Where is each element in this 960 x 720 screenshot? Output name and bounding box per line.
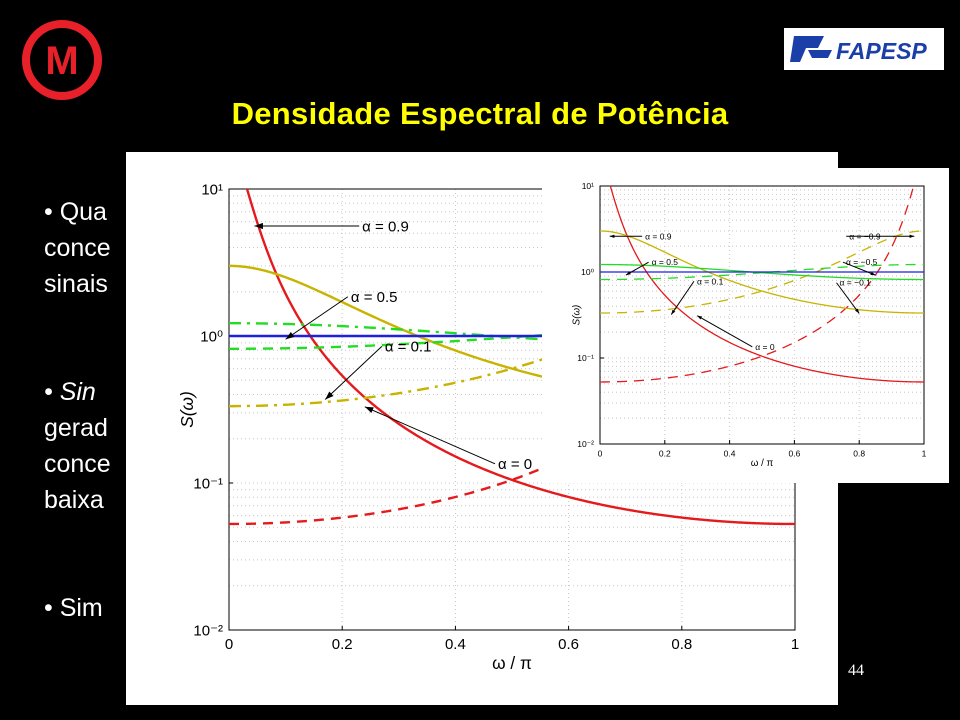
inset-psd-plot: 0 0.2 0.4 0.6 0.8 1 10⁻² 10⁻¹ 10⁰ 10¹ ω / π S(ω) α =… bbox=[542, 168, 949, 483]
annotation-label: α = 0.1 bbox=[385, 339, 432, 356]
bullet-2-line-3: conce bbox=[44, 450, 111, 478]
y-tick-label: 10⁰ bbox=[200, 328, 223, 345]
x-tick-label: 1 bbox=[791, 636, 799, 653]
annotations: α = 0.9 α = 0.5 α = 0.1 α = 0 bbox=[254, 218, 532, 473]
bullet-2-line-4: baixa bbox=[44, 486, 104, 514]
annotation-arrow bbox=[696, 315, 753, 348]
annotation-arrowhead bbox=[609, 234, 615, 239]
bullet-1: • Qua conce sinais bbox=[44, 194, 111, 302]
axes-box bbox=[599, 185, 925, 445]
annotation-arrowhead bbox=[671, 309, 676, 315]
y-tick-label: 10¹ bbox=[201, 181, 223, 198]
annotation-arrow bbox=[324, 346, 383, 400]
series-line-alpha-neg0.9 bbox=[600, 186, 915, 383]
x-tick-label: 0.4 bbox=[724, 449, 736, 459]
bullet-2-line-1: • Sin bbox=[44, 378, 96, 406]
annotation-label: α = 0.9 bbox=[645, 231, 672, 241]
bullet-1-line-3: sinais bbox=[44, 270, 108, 298]
series-line-alpha-0.9 bbox=[245, 189, 795, 526]
annotation-label: α = 0 bbox=[755, 342, 775, 352]
x-tick-label: 0.6 bbox=[558, 636, 579, 653]
annotation-label: α = 0.5 bbox=[652, 257, 679, 267]
annotation-label: α = −0.9 bbox=[849, 231, 881, 241]
x-axis-label: ω / π bbox=[751, 458, 774, 469]
bullet-1-line-2: conce bbox=[44, 234, 111, 262]
y-tick-label: 10⁻² bbox=[577, 439, 594, 449]
fapesp-logo-text: FAPESP bbox=[836, 38, 927, 64]
y-axis-label: S(ω) bbox=[177, 391, 197, 427]
series-line-alpha-0.5 bbox=[600, 230, 924, 314]
annotation-arrow bbox=[836, 282, 860, 314]
y-tick-label: 10⁻¹ bbox=[193, 475, 223, 492]
series-line-alpha-neg0.1 bbox=[229, 321, 795, 351]
x-tick-label: 1 bbox=[922, 449, 927, 459]
annotation-label: α = 0.9 bbox=[362, 218, 409, 235]
m-logo: M bbox=[22, 20, 102, 100]
series-line-alpha-neg0.5 bbox=[600, 230, 924, 314]
x-tick-label: 0 bbox=[225, 636, 233, 653]
bullet-3: • Sim bbox=[44, 590, 103, 626]
y-tick-label: 10¹ bbox=[582, 181, 594, 191]
x-tick-label: 0.8 bbox=[671, 636, 692, 653]
slide-title: Densidade Espectral de Potência bbox=[231, 96, 729, 131]
series-group bbox=[600, 186, 924, 383]
annotation-arrowhead bbox=[285, 331, 295, 340]
x-tick-label: 0 bbox=[598, 449, 603, 459]
y-tick-label: 10⁰ bbox=[581, 267, 594, 277]
annotation-label: α = −0.5 bbox=[846, 257, 878, 267]
page-number: 44 bbox=[848, 662, 864, 679]
annotation-arrow bbox=[842, 261, 876, 276]
annotation-label: α = 0 bbox=[498, 456, 532, 473]
series-line-alpha-0.9 bbox=[609, 186, 924, 383]
fapesp-logo-mark bbox=[790, 36, 824, 62]
bullet-3-line-1: • Sim bbox=[44, 594, 103, 622]
annotation-arrowhead bbox=[909, 234, 915, 239]
annotation-arrow bbox=[364, 406, 496, 465]
bullet-1-line-1: • Qua bbox=[44, 198, 107, 226]
annotation-arrow bbox=[285, 296, 349, 340]
annotation-arrowhead bbox=[325, 391, 334, 400]
x-tick-label: 0.2 bbox=[659, 449, 671, 459]
annotation-arrowhead bbox=[870, 271, 876, 276]
y-tick-label: 10⁻¹ bbox=[577, 353, 594, 363]
bullet-2-line-2: gerad bbox=[44, 414, 108, 442]
m-logo-ring bbox=[22, 20, 102, 100]
annotation-arrowhead bbox=[855, 308, 860, 314]
annotation-label: α = 0.5 bbox=[351, 289, 398, 306]
annotation-label: α = 0.1 bbox=[697, 276, 724, 286]
x-tick-label: 0.2 bbox=[332, 636, 353, 653]
annotation-arrowhead bbox=[625, 271, 631, 276]
annotation-arrowhead bbox=[364, 406, 374, 413]
x-tick-label: 0.4 bbox=[445, 636, 466, 653]
x-tick-label: 0.6 bbox=[788, 449, 800, 459]
x-tick-label: 0.8 bbox=[853, 449, 865, 459]
annotation-arrowhead bbox=[697, 315, 703, 320]
annotation-arrowhead bbox=[254, 222, 263, 230]
series-line-alpha-neg0.1 bbox=[600, 263, 924, 281]
annotation-label: α = −0.1 bbox=[840, 278, 872, 288]
fapesp-logo: FAPESP bbox=[784, 28, 944, 70]
y-tick-label: 10⁻² bbox=[193, 622, 223, 639]
inset-psd-plot-svg: 0 0.2 0.4 0.6 0.8 1 10⁻² 10⁻¹ 10⁰ 10¹ ω / π S(ω) α =… bbox=[572, 181, 927, 469]
y-axis-label: S(ω) bbox=[572, 305, 583, 326]
m-logo-letter: M bbox=[45, 39, 78, 83]
x-axis-label: ω / π bbox=[492, 653, 532, 673]
annotations: α = 0.9 α = 0.5 α = 0.1 α = 0 α = −0.9 α = −0… bbox=[609, 231, 915, 352]
grid bbox=[599, 186, 925, 445]
annotation-arrow bbox=[670, 280, 695, 315]
bullet-2: • Sin gerad conce baixa bbox=[44, 374, 111, 518]
